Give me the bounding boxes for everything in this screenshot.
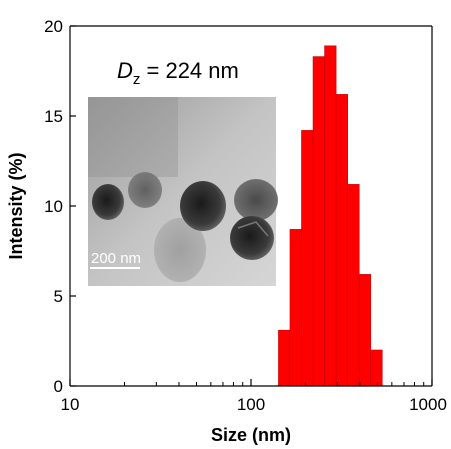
histogram-bar bbox=[301, 130, 314, 387]
x-tick-label: 100 bbox=[237, 395, 265, 414]
histogram-bar bbox=[278, 329, 291, 387]
tem-inset-image: 200 nm bbox=[88, 97, 278, 286]
x-tick-label: 10 bbox=[61, 395, 80, 414]
y-tick-label: 0 bbox=[54, 377, 63, 396]
y-tick-label: 10 bbox=[44, 197, 63, 216]
histogram-bar bbox=[370, 349, 383, 387]
x-axis-ticks: 10 100 1000 bbox=[61, 379, 447, 414]
y-tick-label: 20 bbox=[44, 17, 63, 36]
histogram-bar bbox=[289, 229, 302, 387]
histogram-bar bbox=[324, 45, 337, 387]
scale-bar-label: 200 nm bbox=[91, 250, 141, 267]
histogram-bar bbox=[312, 56, 325, 387]
histogram-bars bbox=[278, 45, 383, 387]
y-axis-ticks: 0 5 10 15 20 bbox=[44, 17, 76, 396]
x-axis-label: Size (nm) bbox=[211, 425, 291, 445]
y-tick-label: 15 bbox=[44, 107, 63, 126]
y-tick-label: 5 bbox=[54, 287, 63, 306]
histogram-bar bbox=[358, 274, 372, 387]
y-axis-label: Intensity (%) bbox=[6, 152, 26, 259]
dz-annotation: Dz = 224 nm bbox=[117, 58, 239, 88]
histogram-bar bbox=[335, 94, 348, 387]
x-tick-label: 1000 bbox=[409, 395, 447, 414]
dz-symbol: D bbox=[117, 58, 133, 83]
histogram-bar bbox=[347, 184, 360, 387]
dz-subscript: z bbox=[133, 71, 141, 88]
dz-value: = 224 nm bbox=[140, 58, 238, 83]
